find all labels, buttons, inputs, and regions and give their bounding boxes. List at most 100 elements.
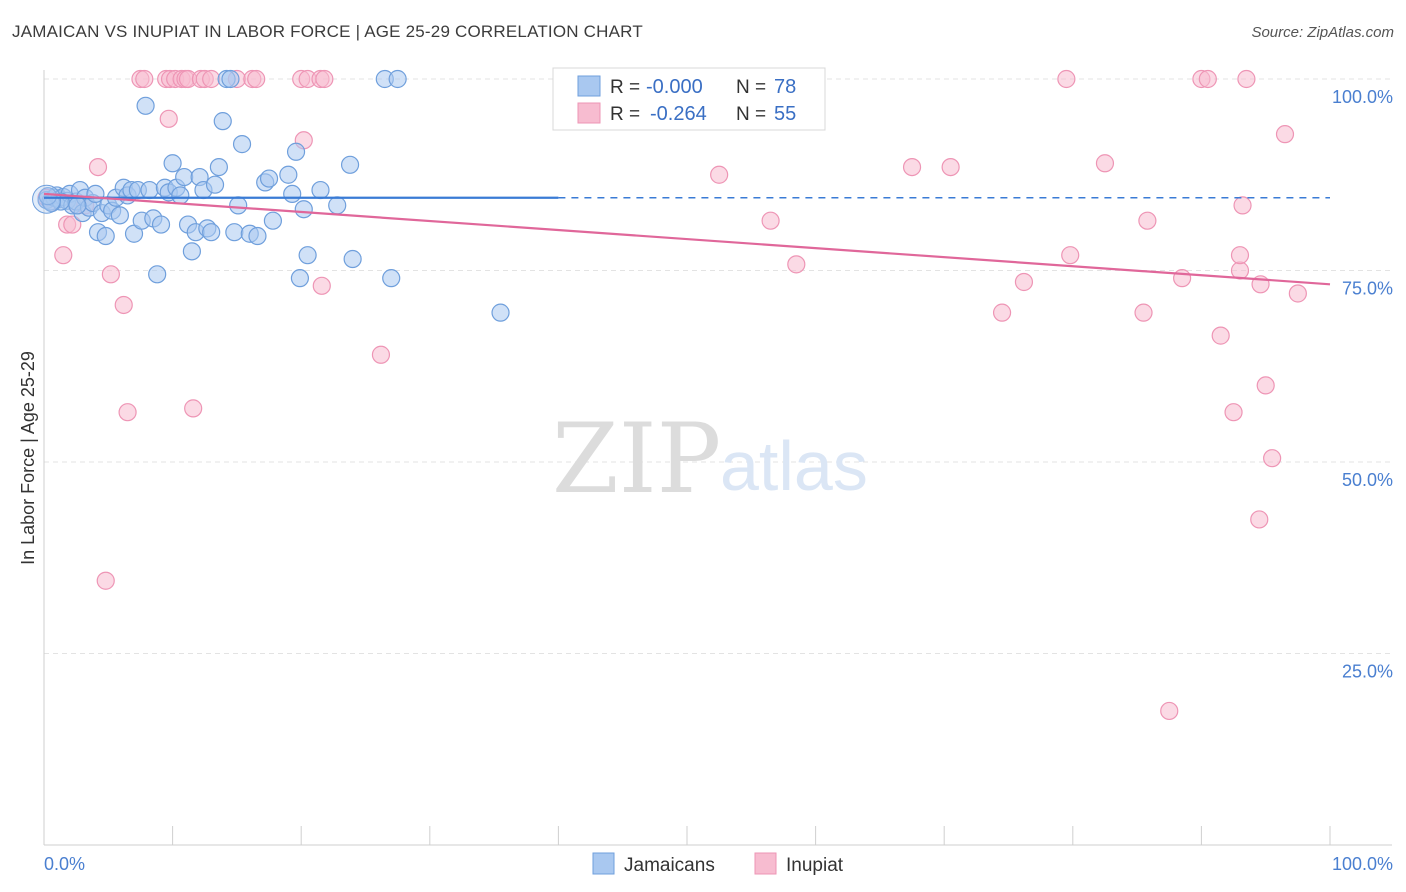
y-tick-labels: 100.0% 75.0% 50.0% 25.0% [1332,87,1393,682]
inupiat-point-34 [371,345,391,364]
inupiat-point-52 [1224,403,1243,422]
legend-n-label-2: N = [736,104,766,125]
jamaicans-point-36 [163,154,182,173]
jamaicans-point-53 [229,196,248,215]
inupiat-point-2 [54,246,73,265]
inupiat-point-58 [1256,376,1275,395]
jamaicans-point-77 [38,187,57,206]
x-tick-label-0: 0.0% [44,854,85,874]
jamaicans-point-51 [221,69,240,89]
trend-lines [43,192,1331,286]
jamaicans-point-64 [294,200,313,219]
watermark-atlas: atlas [720,427,868,505]
jamaicans-point-60 [279,165,298,184]
bottom-legend-inupiat: Inupiat [786,855,844,876]
jamaicans-point-49 [213,112,232,131]
jamaicans-point-58 [263,211,283,230]
inupiat-point-35 [710,165,729,184]
inupiat-point-36 [761,211,780,230]
chart-title: JAMAICAN VS INUPIAT IN LABOR FORCE | AGE… [12,22,643,41]
y-tick-label-1: 75.0% [1342,279,1393,299]
jamaicans-point-46 [202,223,221,242]
legend-n-value-1: 78 [774,76,796,98]
inupiat-points [37,69,1307,721]
inupiat-point-50 [1198,69,1217,89]
jamaicans-point-22 [110,206,129,225]
jamaicans-point-65 [298,246,317,265]
legend-r-label-2: R = [610,104,640,125]
inupiat-point-55 [1237,69,1256,89]
inupiat-point-4 [63,215,82,234]
inupiat-point-60 [1275,125,1295,144]
jamaicans-point-38 [171,186,190,205]
y-tick-label-2: 50.0% [1342,470,1393,490]
inupiat-point-37 [787,255,806,274]
inupiat-point-45 [1134,303,1153,322]
inupiat-point-40 [992,303,1012,322]
inupiat-point-16 [159,109,178,128]
inupiat-point-47 [1160,701,1179,721]
inupiat-point-56 [1250,510,1269,529]
inupiat-point-43 [1061,246,1080,265]
jamaicans-point-32 [148,265,167,284]
jamaicans-point-30 [140,180,159,200]
inupiat-point-21 [184,399,203,418]
jamaicans-point-68 [340,155,360,174]
jamaicans-point-71 [382,269,401,288]
jamaicans-point-48 [209,157,228,177]
inupiat-point-9 [101,265,120,284]
bottom-legend-swatch-inupiat [754,852,777,875]
jamaicans-point-47 [205,175,225,194]
inupiat-point-51 [1211,326,1230,345]
inupiat-point-24 [202,69,221,89]
series-legend: Jamaicans Inupiat [592,852,844,876]
inupiat-trend-line [43,192,1331,286]
inupiat-point-31 [315,69,334,89]
jamaicans-point-69 [343,249,362,269]
jamaicans-point-52 [225,223,244,242]
jamaicans-point-59 [259,169,279,188]
inupiat-point-33 [312,276,331,295]
inupiat-point-42 [1057,69,1076,89]
inupiat-point-48 [1173,269,1192,288]
source-credit: Source: ZipAtlas.com [1251,24,1394,41]
legend-swatch-jamaicans [577,75,601,97]
legend-n-value-2: 55 [774,103,796,125]
inupiat-point-13 [135,69,154,89]
jamaicans-point-18 [96,226,115,246]
jamaicans-point-67 [328,196,347,215]
x-tick-label-1: 100.0% [1332,854,1393,874]
watermark: ZIP atlas [552,403,868,515]
inupiat-point-61 [1288,284,1307,303]
jamaicans-point-73 [491,303,510,322]
stats-legend: R = -0.000 N = 78 R = -0.264 N = 55 [552,67,826,131]
x-tick-labels: 0.0% 100.0% [44,854,1393,874]
legend-r-value-1: -0.000 [646,76,703,98]
jamaicans-point-72 [388,69,407,89]
watermark-zip: ZIP [552,403,721,515]
jamaicans-point-76 [68,196,87,215]
inupiat-point-7 [88,157,108,177]
y-tick-label-0: 100.0% [1332,87,1393,107]
jamaicans-point-56 [248,226,267,246]
inupiat-point-54 [1233,196,1252,215]
inupiat-point-39 [941,157,960,177]
jamaicans-point-66 [311,180,330,200]
jamaicans-point-39 [175,167,194,187]
inupiat-point-62 [1230,246,1250,265]
legend-swatch-inupiat [577,102,601,124]
bottom-legend-jamaicans: Jamaicans [624,855,715,876]
legend-r-value-2: -0.264 [650,103,707,125]
jamaicans-point-41 [182,242,201,261]
jamaicans-point-62 [286,142,306,161]
gridlines [44,78,1392,654]
jamaicans-point-63 [290,269,310,288]
jamaicans-cluster-point [32,184,62,214]
jamaicans-points [32,69,510,322]
y-axis-label: In Labor Force | Age 25-29 [18,351,38,565]
legend-n-label-1: N = [736,77,766,98]
inupiat-point-8 [96,571,115,590]
inupiat-point-59 [1263,449,1282,468]
bottom-legend-swatch-jamaicans [592,852,615,875]
